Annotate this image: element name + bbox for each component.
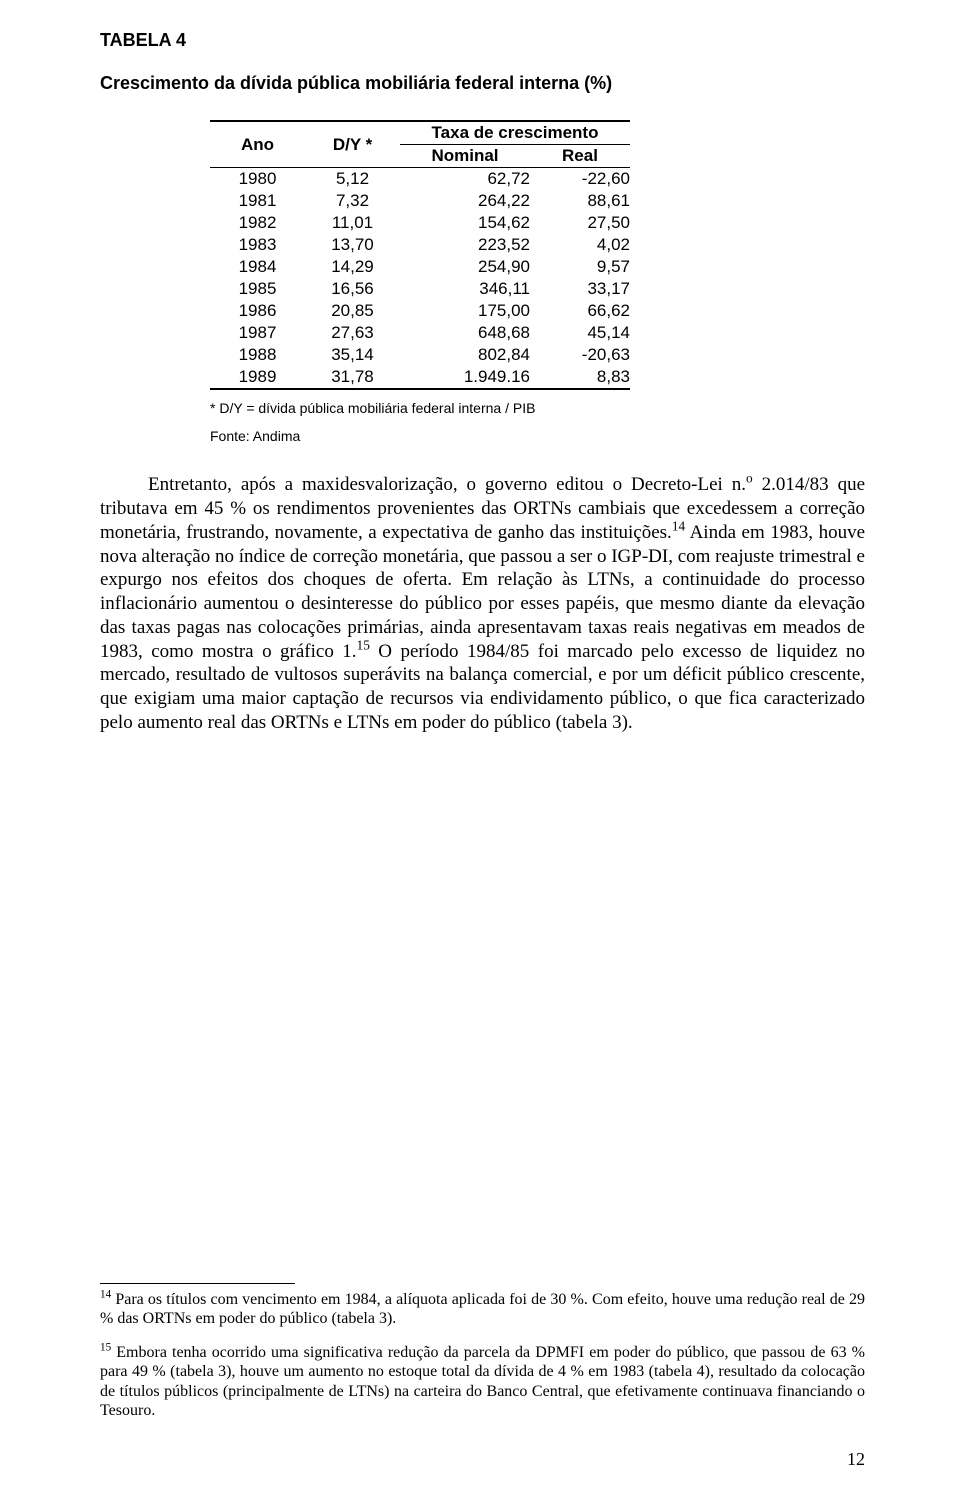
table-note-2: Fonte: Andima <box>210 426 865 448</box>
cell-nominal: 175,00 <box>400 300 530 322</box>
page-number: 12 <box>847 1449 865 1470</box>
cell-dy: 31,78 <box>305 366 400 389</box>
table-row: 1987 27,63 648,68 45,14 <box>210 322 630 344</box>
cell-nominal: 62,72 <box>400 168 530 191</box>
cell-nominal: 154,62 <box>400 212 530 234</box>
cell-dy: 7,32 <box>305 190 400 212</box>
col-header-real: Real <box>530 145 630 168</box>
col-header-nominal: Nominal <box>400 145 530 168</box>
data-table: Ano D/Y * Taxa de crescimento Nominal Re… <box>210 120 630 390</box>
table-row: 1981 7,32 264,22 88,61 <box>210 190 630 212</box>
table-title: Crescimento da dívida pública mobiliária… <box>100 73 865 94</box>
cell-ano: 1981 <box>210 190 305 212</box>
page: TABELA 4 Crescimento da dívida pública m… <box>0 0 960 1490</box>
table-header-row-1: Ano D/Y * Taxa de crescimento <box>210 121 630 145</box>
table-note-1: * D/Y = dívida pública mobiliária federa… <box>210 398 865 420</box>
col-header-ano: Ano <box>210 121 305 168</box>
footnote-num-15: 15 <box>100 1342 111 1354</box>
footnote-15: 15 Embora tenha ocorrido uma significati… <box>100 1343 865 1421</box>
cell-ano: 1989 <box>210 366 305 389</box>
cell-dy: 20,85 <box>305 300 400 322</box>
superscript-o: o <box>746 471 753 486</box>
footnote-ref-15: 15 <box>357 637 370 652</box>
cell-nominal: 802,84 <box>400 344 530 366</box>
table-row: 1980 5,12 62,72 -22,60 <box>210 168 630 191</box>
table-wrapper: Ano D/Y * Taxa de crescimento Nominal Re… <box>210 120 865 390</box>
cell-nominal: 223,52 <box>400 234 530 256</box>
cell-ano: 1987 <box>210 322 305 344</box>
footnote-text-15: Embora tenha ocorrido uma significativa … <box>100 1344 865 1420</box>
cell-dy: 11,01 <box>305 212 400 234</box>
col-header-group: Taxa de crescimento <box>400 121 630 145</box>
footnote-text-14: Para os títulos com vencimento em 1984, … <box>100 1291 865 1328</box>
cell-real: 8,83 <box>530 366 630 389</box>
para-seg-1: Entretanto, após a maxidesvalorização, o… <box>148 474 746 495</box>
cell-dy: 35,14 <box>305 344 400 366</box>
footnote-num-14: 14 <box>100 1289 111 1301</box>
cell-nominal: 1.949.16 <box>400 366 530 389</box>
table-row: 1985 16,56 346,11 33,17 <box>210 278 630 300</box>
cell-ano: 1982 <box>210 212 305 234</box>
footnote-ref-14: 14 <box>672 519 685 534</box>
cell-real: 66,62 <box>530 300 630 322</box>
cell-dy: 14,29 <box>305 256 400 278</box>
cell-real: 4,02 <box>530 234 630 256</box>
table-row: 1984 14,29 254,90 9,57 <box>210 256 630 278</box>
footnotes: 14 Para os títulos com vencimento em 198… <box>100 1283 865 1435</box>
table-row: 1983 13,70 223,52 4,02 <box>210 234 630 256</box>
cell-real: 27,50 <box>530 212 630 234</box>
footnote-14: 14 Para os títulos com vencimento em 198… <box>100 1290 865 1329</box>
cell-nominal: 254,90 <box>400 256 530 278</box>
cell-dy: 27,63 <box>305 322 400 344</box>
cell-real: -20,63 <box>530 344 630 366</box>
table-row: 1988 35,14 802,84 -20,63 <box>210 344 630 366</box>
cell-ano: 1988 <box>210 344 305 366</box>
cell-real: 88,61 <box>530 190 630 212</box>
footnote-rule <box>100 1283 295 1284</box>
cell-real: 45,14 <box>530 322 630 344</box>
cell-nominal: 264,22 <box>400 190 530 212</box>
cell-nominal: 648,68 <box>400 322 530 344</box>
cell-ano: 1983 <box>210 234 305 256</box>
cell-dy: 13,70 <box>305 234 400 256</box>
cell-real: 9,57 <box>530 256 630 278</box>
table-row: 1986 20,85 175,00 66,62 <box>210 300 630 322</box>
cell-ano: 1980 <box>210 168 305 191</box>
cell-dy: 5,12 <box>305 168 400 191</box>
cell-nominal: 346,11 <box>400 278 530 300</box>
cell-real: 33,17 <box>530 278 630 300</box>
table-row: 1982 11,01 154,62 27,50 <box>210 212 630 234</box>
col-header-dy: D/Y * <box>305 121 400 168</box>
table-label: TABELA 4 <box>100 30 865 51</box>
cell-ano: 1986 <box>210 300 305 322</box>
cell-real: -22,60 <box>530 168 630 191</box>
cell-ano: 1984 <box>210 256 305 278</box>
cell-dy: 16,56 <box>305 278 400 300</box>
body-paragraph: Entretanto, após a maxidesvalorização, o… <box>100 473 865 734</box>
cell-ano: 1985 <box>210 278 305 300</box>
table-row: 1989 31,78 1.949.16 8,83 <box>210 366 630 389</box>
